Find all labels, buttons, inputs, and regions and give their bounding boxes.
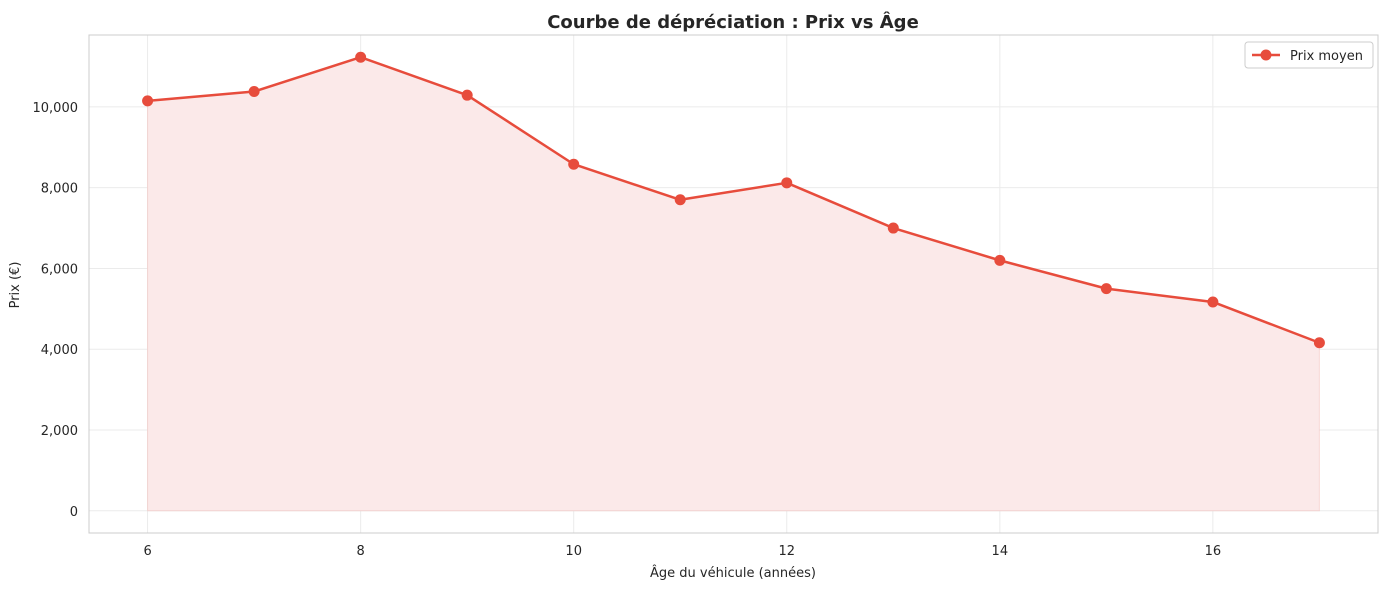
data-point (994, 254, 1006, 266)
series-area-fill (147, 57, 1320, 511)
y-tick-label: 6,000 (41, 262, 78, 277)
y-tick-label: 0 (70, 505, 78, 520)
data-point (142, 95, 154, 107)
x-tick-label: 10 (565, 544, 582, 559)
data-point (1313, 337, 1325, 349)
x-axis-label: Âge du véhicule (années) (650, 565, 816, 581)
x-tick-label: 14 (992, 544, 1009, 559)
series-line-layer (146, 55, 1321, 345)
plot-area (88, 34, 1379, 534)
x-tick-label: 12 (778, 544, 795, 559)
data-point (781, 177, 793, 189)
series-line (146, 55, 1321, 345)
data-point (1207, 296, 1219, 308)
x-tick-label: 6 (143, 544, 151, 559)
data-point (461, 89, 473, 101)
x-tick-label: 16 (1205, 544, 1222, 559)
data-point (1100, 283, 1112, 295)
data-point (568, 158, 580, 170)
data-point (674, 194, 686, 206)
legend: Prix moyen (1244, 41, 1374, 69)
y-tick-label: 8,000 (41, 182, 78, 197)
x-tick-label: 8 (357, 544, 365, 559)
legend-label: Prix moyen (1290, 49, 1363, 64)
y-tick-label: 2,000 (41, 424, 78, 439)
plot-frame (88, 34, 1379, 534)
data-point (355, 51, 367, 63)
x-axis-ticks: 6 8 10 12 14 16 (143, 544, 1221, 559)
y-tick-label: 4,000 (41, 343, 78, 358)
legend-marker-swatch (1260, 49, 1272, 61)
y-tick-label: 10,000 (33, 101, 79, 116)
chart-title: Courbe de dépréciation : Prix vs Âge (547, 11, 919, 33)
data-point (887, 222, 899, 234)
legend-box (1244, 41, 1374, 69)
series-marker-layer (142, 51, 1325, 349)
y-axis-ticks: 0 2,000 4,000 6,000 8,000 10,000 (33, 101, 79, 520)
data-point (248, 86, 260, 98)
y-axis-label: Prix (€) (8, 262, 23, 309)
